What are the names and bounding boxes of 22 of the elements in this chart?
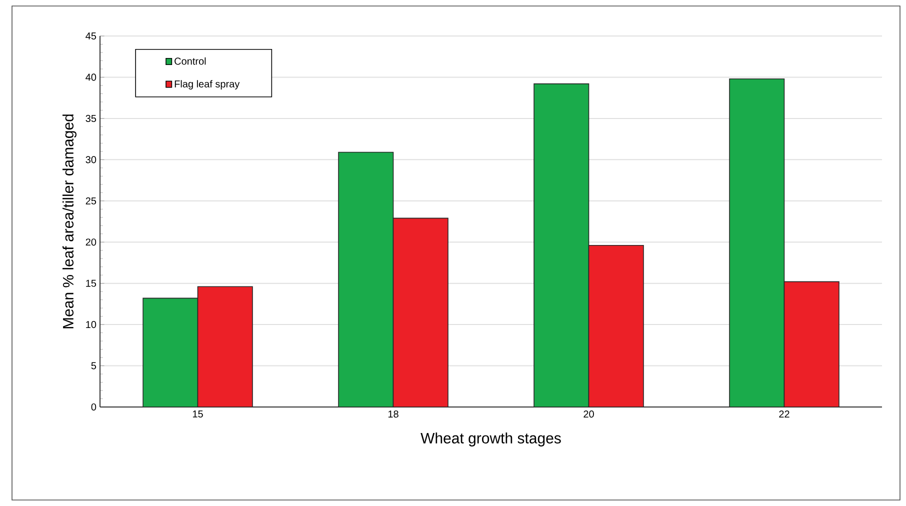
y-tick-label: 10: [86, 321, 96, 328]
y-tick-label: 0: [91, 403, 96, 411]
legend-label: Control: [174, 57, 206, 65]
x-tick-label: 18: [388, 410, 398, 418]
y-tick-label: 15: [86, 280, 96, 287]
y-axis-title: Mean % leaf area/tiller damaged: [62, 114, 76, 328]
y-tick-label: 35: [86, 114, 96, 122]
bar: [784, 281, 840, 407]
x-tick-label: 20: [584, 410, 594, 418]
x-tick-label: 15: [192, 410, 203, 418]
y-tick-label: 30: [86, 156, 96, 164]
y-tick-label: 25: [86, 197, 96, 204]
y-tick-label: 40: [86, 74, 96, 81]
legend-label: Flag leaf spray: [174, 80, 240, 90]
x-tick-label: 22: [779, 410, 790, 418]
x-axis-title: Wheat growth stages: [420, 432, 561, 446]
bar: [197, 286, 253, 407]
y-tick-label: 45: [86, 32, 96, 40]
y-tick-label: 5: [91, 362, 96, 370]
bar: [392, 218, 448, 407]
y-tick-label: 20: [86, 238, 96, 246]
bar: [588, 245, 644, 407]
